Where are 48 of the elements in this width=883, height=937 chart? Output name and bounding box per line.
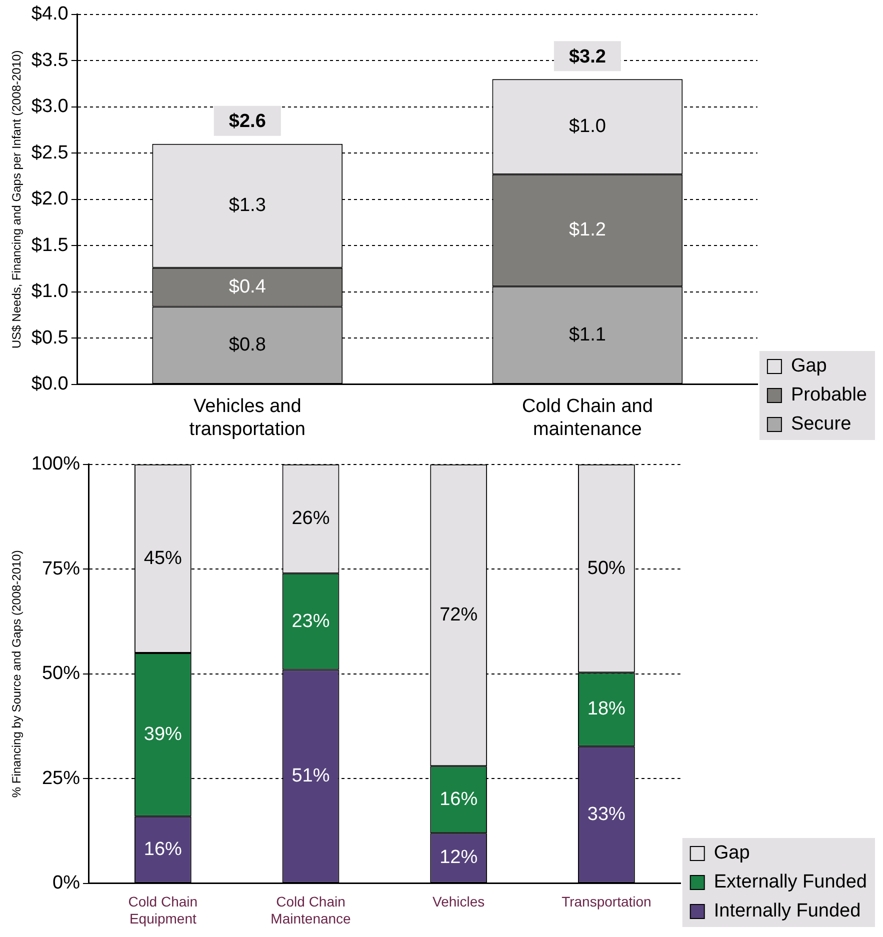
- data-label: 33%: [587, 804, 626, 825]
- y-axis-title: US$ Needs, Financing and Gaps per Infant (2008-2010): [10, 50, 24, 348]
- data-label: $0.8: [228, 334, 266, 356]
- legend-label: Externally Funded: [714, 872, 868, 893]
- y-tick-label: 25%: [42, 768, 80, 789]
- y-tick-label: 50%: [42, 663, 80, 684]
- total-label: $3.2: [568, 46, 606, 68]
- data-label: 51%: [292, 766, 330, 787]
- data-label: 16%: [440, 788, 478, 810]
- x-tick-label: Vehicles and transportation: [189, 396, 306, 440]
- y-tick-label: 100%: [31, 454, 80, 475]
- y-tick-label: $2.0: [31, 188, 68, 210]
- x-tick-label: Cold Chain Equipment: [128, 894, 198, 926]
- data-label: 12%: [440, 847, 478, 868]
- data-label: 45%: [144, 548, 182, 569]
- data-label: $1.3: [228, 195, 266, 216]
- data-label: 18%: [587, 698, 626, 720]
- y-tick-label: $0.0: [31, 374, 68, 395]
- data-label: 23%: [292, 610, 330, 632]
- y-tick-label: $0.5: [31, 327, 68, 348]
- data-label: $1.2: [568, 220, 606, 241]
- data-label: 72%: [440, 604, 478, 626]
- data-label: 39%: [144, 724, 182, 745]
- x-tick-label: Transportation: [562, 894, 652, 910]
- y-tick-label: $1.0: [31, 281, 68, 302]
- x-tick-label: Cold Chain and maintenance: [522, 396, 653, 440]
- y-axis-title: % Financing by Source and Gaps (2008-2010): [10, 550, 24, 798]
- legend-label: Internally Funded: [714, 900, 861, 922]
- legend-label: Probable: [790, 384, 868, 406]
- y-tick-label: 75%: [42, 558, 80, 580]
- legend-label: Gap: [790, 356, 827, 377]
- legend-label: Secure: [790, 414, 852, 435]
- y-tick-label: $3.5: [31, 50, 68, 71]
- data-label: 50%: [587, 558, 626, 579]
- data-label: $1.1: [568, 324, 606, 346]
- y-tick-label: $4.0: [31, 4, 68, 25]
- y-tick-label: $3.0: [31, 96, 68, 118]
- x-tick-label: Cold Chain Maintenance: [270, 894, 352, 926]
- total-label: $2.6: [228, 111, 266, 132]
- y-tick-label: $1.5: [31, 234, 68, 256]
- y-tick-label: $2.5: [31, 142, 68, 164]
- data-label: $1.0: [568, 116, 606, 138]
- data-label: 16%: [144, 838, 182, 860]
- legend-label: Gap: [714, 842, 750, 864]
- x-tick-label: Vehicles: [432, 894, 485, 910]
- data-label: 26%: [292, 508, 330, 530]
- data-label: $0.4: [228, 276, 266, 298]
- y-tick-label: 0%: [52, 872, 80, 894]
